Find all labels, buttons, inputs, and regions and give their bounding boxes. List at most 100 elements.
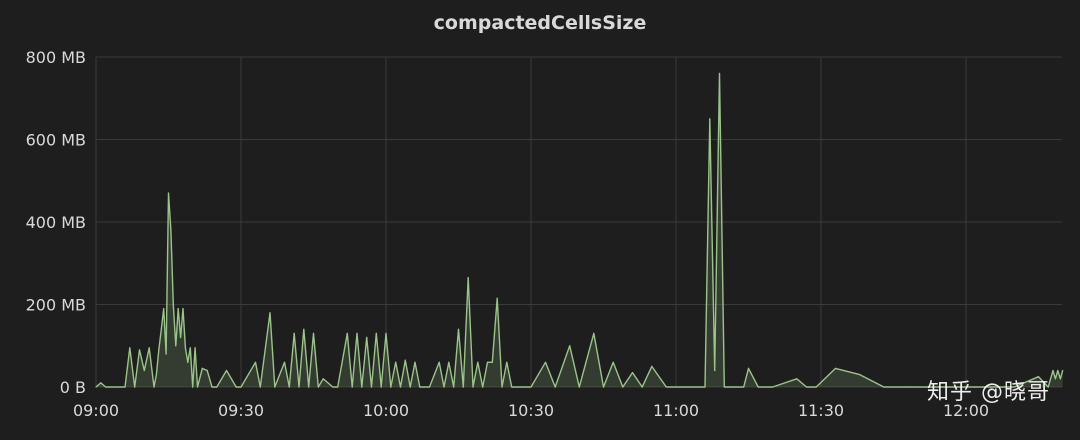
data-point <box>395 361 397 363</box>
data-point <box>907 386 909 388</box>
data-point <box>124 386 126 388</box>
data-point <box>834 367 837 369</box>
data-point <box>419 386 421 388</box>
data-point <box>180 336 182 339</box>
data-point <box>641 386 643 388</box>
data-point <box>404 359 406 361</box>
y-axis: 0 B 200 MB 400 MB 600 MB 800 MB <box>26 48 86 397</box>
data-point <box>322 378 324 380</box>
x-tick-label: 11:00 <box>653 401 699 420</box>
data-point <box>728 386 730 388</box>
data-point <box>187 361 189 363</box>
x-axis: 09:00 09:30 10:00 10:30 11:00 11:30 12:00 <box>73 401 989 420</box>
x-tick-label: 11:30 <box>798 401 844 420</box>
data-point <box>317 386 319 388</box>
data-point <box>520 386 522 388</box>
data-point <box>196 386 199 388</box>
data-point <box>288 386 290 388</box>
data-point <box>675 386 677 388</box>
data-point <box>1059 378 1061 380</box>
data-point <box>100 382 102 384</box>
data-point <box>105 386 107 388</box>
data-point <box>366 336 368 339</box>
data-point <box>175 345 177 347</box>
data-point <box>511 386 513 388</box>
data-point <box>448 361 450 363</box>
data-point <box>714 369 716 372</box>
data-point <box>399 386 402 388</box>
panel-title: compactedCellsSize <box>433 12 647 34</box>
data-point <box>743 386 745 388</box>
data-point <box>182 308 184 310</box>
data-point <box>1057 369 1059 372</box>
data-point <box>201 367 203 369</box>
data-point <box>235 386 237 388</box>
data-point <box>723 386 725 388</box>
data-point <box>501 386 503 388</box>
data-point <box>158 349 160 351</box>
data-point <box>482 386 484 388</box>
data-point <box>148 347 150 349</box>
data-point <box>506 361 508 363</box>
data-point <box>602 386 605 388</box>
data-point <box>153 386 155 388</box>
data-point <box>699 386 701 388</box>
data-point <box>167 192 170 194</box>
data-point <box>216 386 218 388</box>
data-point <box>189 347 191 349</box>
data-point <box>351 386 353 388</box>
data-point <box>160 328 162 330</box>
data-point <box>172 303 174 306</box>
data-point <box>192 386 194 388</box>
data-point <box>883 386 885 388</box>
data-point <box>380 386 382 388</box>
data-point <box>303 328 305 330</box>
data-point <box>259 386 261 388</box>
data-point <box>453 386 455 388</box>
data-point <box>184 347 186 349</box>
data-point <box>206 369 208 372</box>
data-point <box>409 386 411 388</box>
data-point <box>665 386 667 388</box>
data-point <box>170 229 172 231</box>
data-point <box>989 386 991 388</box>
data-point <box>631 372 634 374</box>
data-point <box>796 378 798 380</box>
y-tick-label: 800 MB <box>26 48 86 67</box>
data-point <box>424 386 426 388</box>
x-tick-label: 09:00 <box>73 401 119 420</box>
data-point <box>332 386 334 388</box>
data-point <box>1052 369 1054 372</box>
data-point <box>370 386 373 388</box>
data-point <box>612 361 614 363</box>
data-point <box>308 386 310 388</box>
data-point <box>155 374 157 376</box>
data-point <box>554 386 556 388</box>
data-point <box>428 386 431 388</box>
data-point <box>346 332 348 334</box>
data-point <box>1037 376 1040 378</box>
data-point <box>1062 369 1064 372</box>
data-point <box>143 369 145 372</box>
data-point <box>269 312 271 314</box>
watermark: 知乎 @晓哥 <box>927 380 1050 405</box>
data-point <box>544 361 547 363</box>
data-point <box>129 347 131 349</box>
data-point <box>283 361 286 363</box>
data-point <box>177 308 179 310</box>
x-tick-label: 10:30 <box>508 401 554 420</box>
data-point <box>438 361 440 363</box>
data-point <box>240 386 242 388</box>
data-point <box>622 386 624 388</box>
data-point <box>390 386 392 388</box>
data-point <box>472 386 474 388</box>
data-point <box>138 349 141 351</box>
data-point <box>491 361 493 363</box>
data-point <box>718 72 721 75</box>
data-point <box>211 386 213 388</box>
y-tick-label: 0 B <box>60 378 86 397</box>
x-tick-label: 10:00 <box>363 401 409 420</box>
data-point <box>361 386 363 388</box>
